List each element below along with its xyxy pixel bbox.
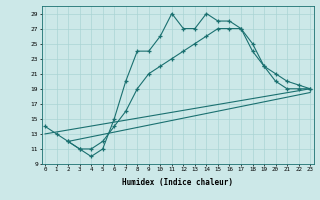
X-axis label: Humidex (Indice chaleur): Humidex (Indice chaleur) — [122, 178, 233, 187]
